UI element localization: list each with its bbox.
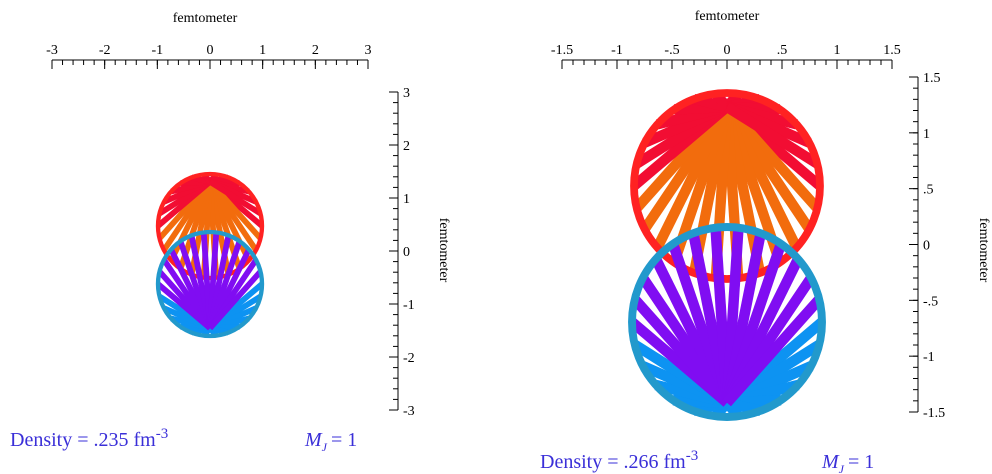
x-tick-label: 1 bbox=[834, 43, 841, 58]
x-tick-label: -1.5 bbox=[551, 43, 573, 58]
x-tick-label: 2 bbox=[312, 43, 319, 58]
m-subscript: J bbox=[839, 462, 845, 474]
density-rim bbox=[630, 89, 824, 283]
y-tick-label: 0 bbox=[923, 239, 930, 254]
x-tick-label: -.5 bbox=[664, 43, 679, 58]
m-annotation: MJ = 1 bbox=[821, 451, 874, 474]
y-tick-label: -1 bbox=[923, 350, 935, 365]
density-stripe bbox=[208, 179, 263, 217]
density-exponent: -3 bbox=[686, 448, 699, 464]
x-tick-label: -1 bbox=[151, 43, 163, 58]
density-rim bbox=[628, 223, 826, 421]
y-tick-label: -1 bbox=[403, 298, 415, 313]
m-subscript: J bbox=[322, 440, 328, 454]
x-tick-label: 1 bbox=[259, 43, 266, 58]
y-tick-label: .5 bbox=[923, 183, 934, 198]
y-tick-label: 1.5 bbox=[923, 71, 941, 86]
x-tick-label: -2 bbox=[99, 43, 111, 58]
y-tick-label: 2 bbox=[403, 139, 410, 154]
y-tick-label: -3 bbox=[403, 404, 415, 419]
y-tick-label: 1 bbox=[403, 192, 410, 207]
y-axis-label: femtometer bbox=[436, 218, 451, 283]
x-tick-label: 0 bbox=[724, 43, 731, 58]
y-axis-label: femtometer bbox=[976, 218, 991, 283]
x-axis-label: femtometer bbox=[173, 11, 238, 26]
density-stripe bbox=[207, 269, 263, 331]
x-tick-label: -3 bbox=[46, 43, 58, 58]
m-text: = 1 bbox=[848, 451, 874, 473]
density-stripe bbox=[724, 102, 821, 169]
y-tick-label: 0 bbox=[403, 245, 410, 260]
density-text: Density = .266 fm bbox=[540, 451, 686, 473]
m-symbol: M bbox=[304, 429, 323, 451]
y-tick-label: 1 bbox=[923, 127, 930, 142]
y-tick-label: -2 bbox=[403, 351, 415, 366]
x-tick-label: 3 bbox=[365, 43, 372, 58]
density-rim bbox=[155, 229, 265, 339]
m-annotation: MJ = 1 bbox=[304, 429, 357, 454]
y-tick-label: -1.5 bbox=[923, 406, 945, 421]
y-tick-label: 3 bbox=[403, 86, 410, 101]
density-annotation: Density = .235 fm-3 bbox=[10, 426, 168, 451]
x-tick-label: -1 bbox=[611, 43, 623, 58]
density-text: Density = .235 fm bbox=[10, 429, 156, 451]
x-tick-label: 0 bbox=[207, 43, 214, 58]
m-text: = 1 bbox=[331, 429, 357, 451]
density-exponent: -3 bbox=[156, 426, 169, 442]
density-rim bbox=[155, 171, 265, 281]
density-stripe bbox=[723, 295, 824, 407]
x-axis-label: femtometer bbox=[695, 9, 760, 24]
x-tick-label: .5 bbox=[777, 43, 788, 58]
m-symbol: M bbox=[821, 451, 840, 473]
x-tick-label: 1.5 bbox=[883, 43, 901, 58]
y-tick-label: -.5 bbox=[923, 294, 938, 309]
density-annotation: Density = .266 fm-3 bbox=[540, 448, 698, 473]
